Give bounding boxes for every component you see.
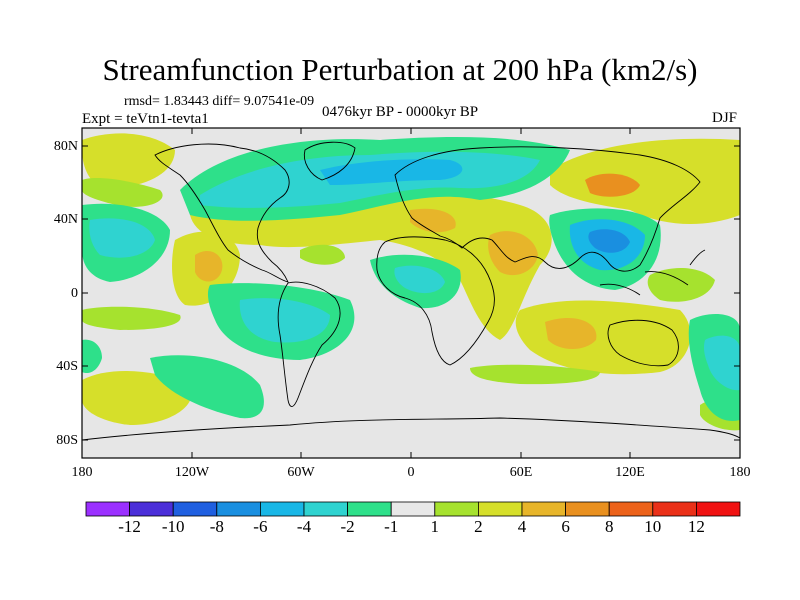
coastline-greenland <box>303 141 356 181</box>
coastline-eurasia <box>394 146 701 272</box>
colorbar-label: 1 <box>430 517 440 536</box>
contour-region <box>470 364 600 385</box>
lon-label-60w: 60W <box>287 465 315 480</box>
lon-label-60e: 60E <box>509 465 533 480</box>
contour-region <box>82 339 102 374</box>
colorbar-swatch <box>129 501 174 517</box>
colorbar-swatch <box>521 501 566 517</box>
colorbar-label: -2 <box>340 517 355 536</box>
lat-label-0: 0 <box>71 286 78 301</box>
lat-label-40n: 40N <box>53 212 78 227</box>
contour-region <box>300 244 345 265</box>
colorbar-swatch <box>434 501 479 517</box>
colorbar-swatch <box>652 501 697 517</box>
colorbar-label: -10 <box>161 517 185 536</box>
colorbar-label: 8 <box>604 517 614 536</box>
colorbar-swatch <box>390 501 436 517</box>
contour-region <box>647 268 715 302</box>
colorbar-label: -8 <box>209 517 224 536</box>
colorbar-label: -12 <box>118 517 141 536</box>
colorbar-swatch <box>172 501 218 517</box>
lat-label-40s: 40S <box>56 359 78 374</box>
colorbar <box>85 501 741 517</box>
colorbar-swatch <box>216 501 261 517</box>
coastline-antarctica <box>82 417 740 441</box>
contour-region <box>195 250 223 282</box>
colorbar-label: 6 <box>561 517 570 536</box>
lon-label-0: 0 <box>407 465 415 480</box>
contour-region <box>190 195 552 340</box>
coastline-north-america <box>154 143 290 283</box>
contour-region <box>545 318 597 349</box>
coastline-south-america <box>277 281 341 407</box>
contour-region <box>150 355 264 419</box>
lat-label-80s: 80S <box>56 433 78 448</box>
colorbar-swatch <box>565 501 610 517</box>
contour-region <box>488 231 538 276</box>
contour-region <box>82 306 181 330</box>
contour-region <box>394 265 445 294</box>
plot-title: Streamfunction Perturbation at 200 hPa (… <box>102 52 698 87</box>
contour-region <box>704 335 740 391</box>
colorbar-swatch <box>303 501 348 517</box>
colorbar-swatch <box>477 501 523 517</box>
season-label: DJF <box>712 110 738 126</box>
colorbar-swatch <box>85 501 130 517</box>
contour-region <box>239 298 330 343</box>
colorbar-label: -4 <box>296 517 312 536</box>
axis-ticks <box>81 128 741 458</box>
colorbar-swatch <box>259 501 305 517</box>
colorbar-swatch <box>608 501 654 517</box>
colorbar-label: -6 <box>253 517 268 536</box>
coastline-australia <box>607 319 679 367</box>
coastlines <box>82 141 740 441</box>
contour-region <box>550 138 740 225</box>
colorbar-label: 2 <box>474 517 483 536</box>
lon-label-180w: 180 <box>71 465 93 480</box>
lat-label-80n: 80N <box>53 139 78 154</box>
rmsd-stats: rmsd= 1.83443 diff= 9.07541e-09 <box>124 94 315 109</box>
contour-region <box>585 173 640 197</box>
colorbar-swatch <box>347 501 392 517</box>
colorbar-label: -1 <box>384 517 399 536</box>
lon-label-120e: 120E <box>615 465 645 480</box>
contour-region <box>320 159 463 185</box>
contour-region <box>410 208 456 233</box>
coastline-maritime-asia <box>599 249 706 296</box>
lon-label-120w: 120W <box>174 465 210 480</box>
contour-region <box>82 178 163 207</box>
contour-region <box>89 218 155 258</box>
contour-region <box>82 133 175 189</box>
lon-label-180e: 180 <box>729 465 751 480</box>
colorbar-label: 12 <box>687 517 705 536</box>
experiment-label: Expt = teVtn1-tevta1 <box>82 111 209 127</box>
coastline-africa <box>376 236 495 366</box>
colorbar-label: 10 <box>644 517 662 536</box>
period-label: 0476kyr BP - 0000kyr BP <box>322 104 479 120</box>
colorbar-swatch <box>696 501 741 517</box>
colorbar-label: 4 <box>517 517 527 536</box>
contour-region <box>588 229 630 253</box>
